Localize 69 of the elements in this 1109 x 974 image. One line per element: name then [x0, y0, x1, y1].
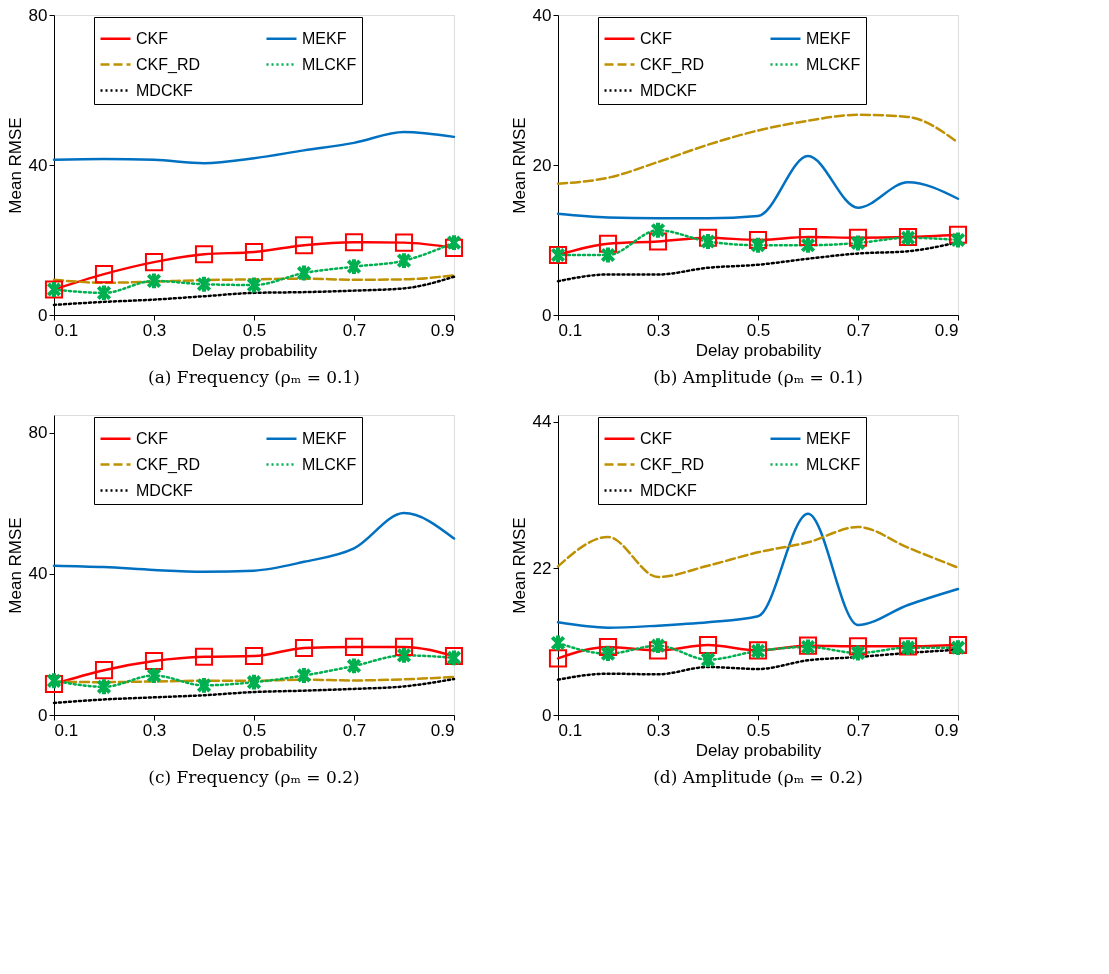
y-tick-label: 80	[28, 5, 48, 25]
y-tick-label: 22	[532, 558, 552, 578]
legend-label: MDCKF	[136, 81, 194, 99]
legend-label: MLCKF	[806, 55, 861, 73]
legend-label: MEKF	[806, 29, 851, 47]
legend-label: MEKF	[302, 29, 347, 47]
x-tick-label: 0.5	[242, 320, 267, 340]
legend-label: MLCKF	[302, 55, 357, 73]
text: (b) Amplitude (ρₘ = 0.1)	[653, 367, 863, 387]
x-tick-label: 0.9	[934, 320, 959, 340]
x-axis-title: Delay probability	[695, 340, 822, 360]
y-tick-label: 40	[28, 564, 48, 584]
legend-label: CKF_RD	[136, 455, 201, 474]
y-tick-label: 0	[542, 305, 552, 325]
line-series	[52, 130, 456, 165]
y-tick-label: 0	[542, 705, 552, 725]
y-tick-label: 20	[532, 155, 552, 175]
text: (d) Amplitude (ρₘ = 0.2)	[653, 767, 863, 787]
x-axis-title: Delay probability	[191, 740, 318, 760]
legend-label: MDCKF	[136, 481, 194, 499]
x-tick-label: 0.1	[558, 320, 583, 340]
line-series	[556, 512, 960, 629]
legend-label: MDCKF	[640, 481, 698, 499]
x-tick-label: 0.7	[846, 720, 871, 740]
x-tick-label: 0.3	[646, 320, 671, 340]
y-tick-label: 0	[38, 305, 48, 325]
y-axis-title: Mean RMSE	[509, 117, 529, 214]
legend-label: CKF	[136, 29, 169, 47]
y-axis-title: Mean RMSE	[5, 517, 25, 614]
legend-label: MEKF	[302, 429, 347, 447]
text: (a) Frequency (ρₘ = 0.1)	[148, 367, 360, 387]
x-tick-label: 0.3	[142, 720, 167, 740]
line-series	[556, 154, 960, 220]
y-axis-title: Mean RMSE	[5, 117, 25, 214]
y-tick-label: 40	[532, 5, 552, 25]
x-tick-label: 0.7	[342, 320, 367, 340]
line-series	[556, 525, 960, 579]
x-tick-label: 0.9	[430, 320, 455, 340]
x-tick-label: 0.7	[846, 320, 871, 340]
y-tick-label: 40	[28, 155, 48, 175]
legend-label: MDCKF	[640, 81, 698, 99]
x-tick-label: 0.5	[746, 720, 771, 740]
x-tick-label: 0.7	[342, 720, 367, 740]
legend-label: MLCKF	[806, 455, 861, 473]
x-tick-label: 0.1	[54, 320, 79, 340]
y-tick-label: 0	[38, 705, 48, 725]
line-series	[52, 511, 456, 573]
x-axis-title: Delay probability	[695, 740, 822, 760]
x-tick-label: 0.3	[142, 320, 167, 340]
x-tick-label: 0.1	[54, 720, 79, 740]
legend-label: CKF_RD	[136, 55, 201, 74]
x-tick-label: 0.5	[242, 720, 267, 740]
legend-label: MLCKF	[302, 455, 357, 473]
x-tick-label: 0.1	[558, 720, 583, 740]
legend-label: CKF_RD	[640, 455, 705, 474]
x-axis-title: Delay probability	[191, 340, 318, 360]
legend-label: CKF	[640, 429, 673, 447]
y-tick-label: 44	[532, 412, 552, 432]
y-tick-label: 80	[28, 423, 48, 443]
legend-label: CKF_RD	[640, 55, 705, 74]
x-tick-label: 0.5	[746, 320, 771, 340]
x-tick-label: 0.9	[430, 720, 455, 740]
legend-label: CKF	[136, 429, 169, 447]
x-tick-label: 0.3	[646, 720, 671, 740]
legend-label: MEKF	[806, 429, 851, 447]
x-tick-label: 0.9	[934, 720, 959, 740]
legend-label: CKF	[640, 29, 673, 47]
text: (c) Frequency (ρₘ = 0.2)	[148, 767, 360, 787]
y-axis-title: Mean RMSE	[509, 517, 529, 614]
